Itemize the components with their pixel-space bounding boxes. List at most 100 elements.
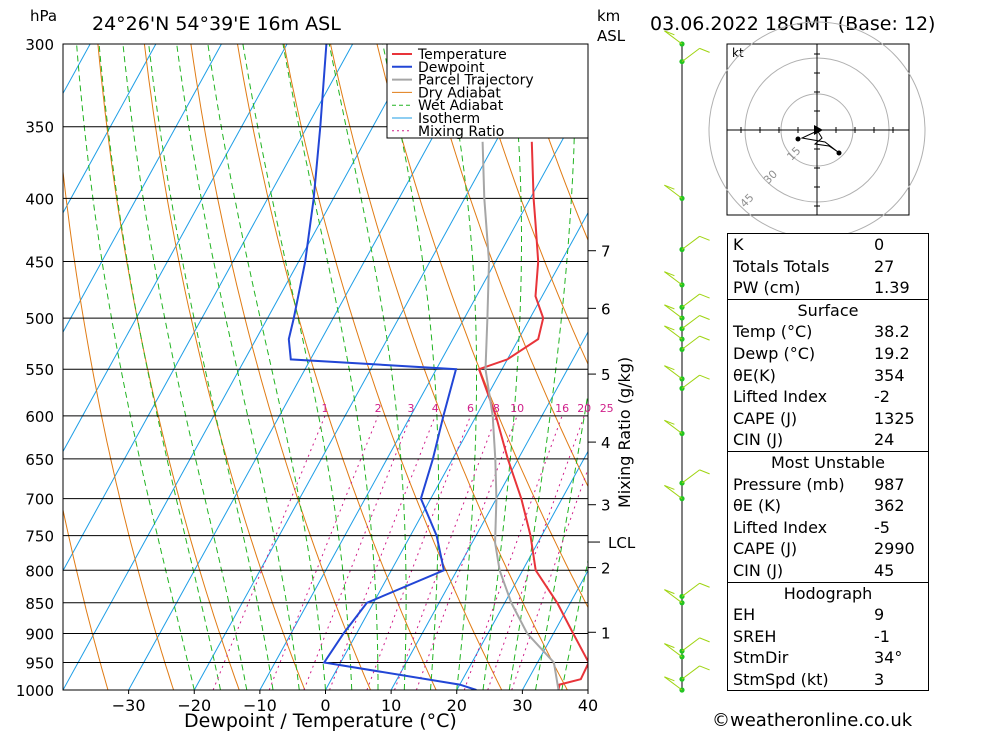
pressure-tick-label: 600	[25, 408, 54, 426]
dry-adiabat-line	[143, 44, 306, 690]
mu-cin-label: CIN (J)	[733, 560, 784, 580]
eh-label: EH	[733, 605, 756, 625]
surface-temp-value: 38.2	[874, 322, 910, 342]
wind-barb-flag	[699, 374, 710, 380]
wind-barb	[681, 637, 700, 652]
wind-barb	[681, 374, 700, 389]
height-tick-label: 4	[601, 434, 611, 452]
footer-credit: ©weatheronline.co.uk	[712, 710, 913, 731]
eh-row: EH 9	[728, 604, 928, 626]
mu-li-label: Lifted Index	[733, 517, 828, 537]
wind-barb	[664, 304, 683, 319]
stmdir-value: 34°	[874, 648, 903, 668]
hpa-axis-title: hPa	[30, 7, 57, 25]
mu-theta-label: θE (K)	[733, 496, 781, 516]
pressure-tick-label: 750	[25, 528, 54, 546]
pressure-tick-label: 700	[25, 491, 54, 509]
pressure-tick-label: 350	[25, 119, 54, 137]
wind-barb-flag	[699, 469, 710, 475]
dewpoint-profile	[287, 44, 477, 690]
x-tick-label: −30	[112, 696, 146, 715]
isotherm-line	[63, 44, 223, 334]
sreh-value: -1	[874, 626, 890, 646]
dry-adiabat-line	[63, 167, 175, 690]
wet-adiabat-line	[98, 44, 221, 690]
temperature-profile	[477, 141, 588, 690]
wet-adiabat-line	[76, 44, 195, 690]
x-tick-label: −20	[177, 696, 211, 715]
mu-theta-row: θE (K) 362	[728, 495, 928, 517]
wet-adiabat-line	[122, 44, 248, 690]
mu-cin-row: CIN (J) 45	[728, 560, 928, 582]
mixing-ratio-labels: 1 2 3 4 6 8 10 16 20 25	[322, 402, 614, 415]
tt-value: 27	[874, 256, 895, 276]
plot-frame	[62, 43, 589, 691]
wind-barb-flag	[664, 419, 675, 425]
wind-barb	[664, 643, 683, 658]
mixing-ratio-line	[463, 415, 563, 690]
mixing-ratio-line	[394, 415, 497, 690]
lcl-label: LCL	[608, 534, 636, 552]
dry-adiabat-line	[63, 507, 109, 690]
pw-label: PW (cm)	[733, 278, 801, 298]
parcel-trajectory-profile	[481, 141, 560, 690]
wind-barb-flag	[699, 235, 710, 241]
wind-barb	[664, 365, 683, 380]
wind-barb	[681, 235, 700, 250]
background-lines	[63, 26, 1000, 690]
wind-barb-flag	[699, 637, 710, 643]
x-tick-label: 30	[512, 696, 532, 715]
legend-entry: Dewpoint	[418, 60, 485, 76]
wet-adiabat-line	[282, 44, 379, 690]
isobars	[63, 43, 588, 691]
wind-barb-flag	[664, 643, 675, 649]
wind-barb	[664, 419, 683, 434]
pressure-tick-label: 800	[25, 562, 54, 580]
pressure-tick-label: 900	[25, 625, 54, 643]
wet-adiabat-line	[207, 44, 326, 690]
surface-li-value: -2	[874, 387, 890, 407]
sreh-label: SREH	[733, 626, 777, 646]
x-tick-label: 40	[578, 696, 598, 715]
hodograph-point	[795, 136, 801, 142]
isotherm-line	[63, 44, 354, 572]
mu-pressure-row: Pressure (mb) 987	[728, 474, 928, 496]
dry-adiabat-line	[376, 44, 588, 609]
wind-barb-flag	[664, 589, 675, 595]
pressure-tick-label: 850	[25, 595, 54, 613]
surface-theta-label: θE(K)	[733, 365, 776, 385]
wind-barb-flag	[699, 315, 710, 320]
dry-adiabat-line	[190, 44, 371, 690]
hodograph-trace	[800, 129, 839, 153]
wind-barb	[681, 293, 700, 308]
pw-row: PW (cm) 1.39	[728, 277, 928, 299]
surface-cape-value: 1325	[874, 408, 915, 428]
stmspd-label: StmSpd (kt)	[733, 669, 829, 689]
mixing-ratio-label: 1	[322, 402, 329, 415]
stmdir-row: StmDir 34°	[728, 647, 928, 669]
mixing-ratio-label: 3	[408, 402, 415, 415]
isotherm-line	[63, 44, 91, 95]
dry-adiabat-line	[469, 44, 588, 366]
wind-barb-flag	[664, 30, 675, 36]
dry-adiabat-line	[423, 44, 588, 488]
dry-adiabat-line	[972, 26, 1000, 690]
pressure-tick-label: 450	[25, 254, 54, 272]
mixing-ratio-label: 2	[375, 402, 382, 415]
wind-barb	[664, 271, 683, 286]
sreh-row: SREH -1	[728, 626, 928, 648]
legend-entry: Wet Adiabat	[418, 98, 504, 114]
tt-row: Totals Totals 27	[728, 256, 928, 278]
x-tick-label: 10	[381, 696, 401, 715]
mixing-ratio-label: 25	[600, 402, 614, 415]
wind-barb	[664, 184, 683, 199]
mixing-ratio-axis-label: Mixing Ratio (g/kg)	[615, 357, 634, 508]
mixing-ratio-line	[303, 415, 412, 690]
mu-cin-value: 45	[874, 560, 895, 580]
wind-barb	[664, 676, 683, 691]
pressure-tick-label: 400	[25, 190, 54, 208]
dry-adiabat-line	[283, 44, 503, 690]
dry-adiabat-line	[926, 26, 1000, 690]
